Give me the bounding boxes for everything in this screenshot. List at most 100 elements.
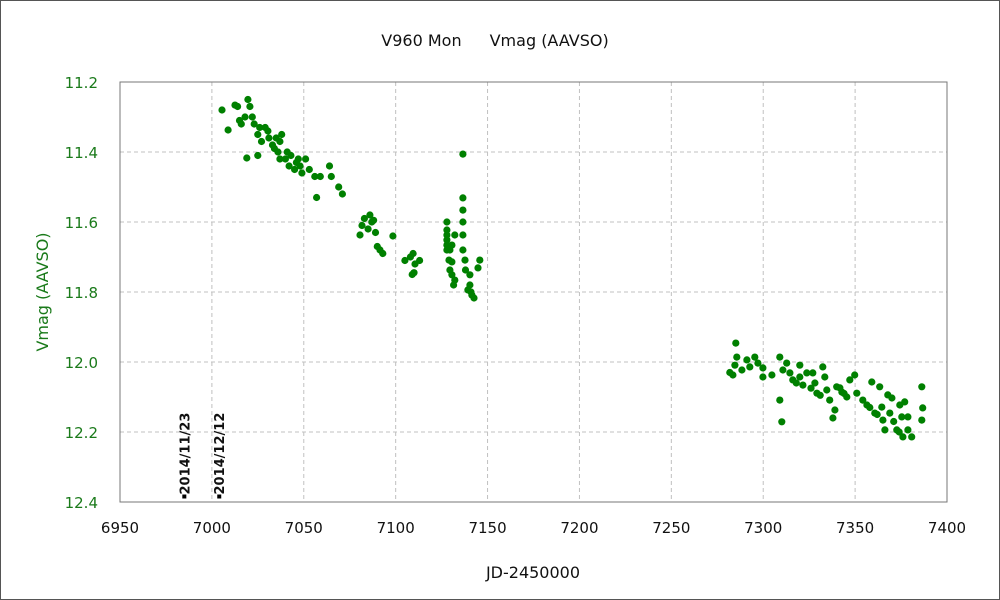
data-point [461,256,469,264]
chart-title: V960 Mon Vmag (AAVSO) [381,31,608,50]
data-point [895,428,903,436]
plot-area-border [119,81,948,503]
data-point [335,183,343,191]
data-point [401,256,409,265]
data-point [459,206,467,214]
y-tick-label: 12.4 [65,494,98,512]
data-point [379,249,387,258]
data-point [450,281,458,289]
data-point [476,256,484,264]
data-point [338,190,346,198]
data-point [746,363,754,371]
data-point [370,216,378,224]
data-point [287,151,295,160]
data-point [448,271,456,279]
data-point [811,379,819,387]
data-point [285,162,293,170]
data-point [470,294,478,302]
data-point [918,416,926,424]
data-point [879,416,887,424]
data-point [224,126,232,134]
data-point [364,225,372,233]
data-point [296,162,304,170]
data-point [443,226,451,234]
data-point [899,433,907,441]
data-point [448,241,456,249]
data-point [305,165,313,174]
data-point [783,359,791,367]
data-point [264,127,272,135]
annotation-marker [217,494,222,499]
data-point [868,378,876,386]
data-point [898,413,906,421]
data-point [881,426,889,434]
x-tick-label: 7250 [652,519,690,537]
data-point [807,384,815,392]
data-point [729,371,737,379]
y-tick-label: 11.8 [65,284,98,302]
data-point [918,383,926,391]
x-tick-label: 7100 [377,519,415,537]
x-tick-label: 7350 [836,519,874,537]
x-tick-label: 6950 [101,519,139,537]
data-point [819,363,827,371]
data-point [410,269,418,277]
data-point [316,172,324,181]
data-point [276,137,284,146]
data-point [409,249,417,258]
data-point [467,288,475,296]
data-point [294,155,302,163]
data-point [743,356,751,364]
data-point [254,151,262,160]
data-point [821,373,829,381]
data-point [908,433,916,441]
data-point [466,271,474,279]
data-point [901,398,909,406]
data-point [237,120,245,128]
data-point [416,256,424,265]
data-point [327,172,335,181]
x-tick-label: 7400 [928,519,966,537]
data-point [459,218,467,226]
title-band: Vmag (AAVSO) [490,31,609,50]
title-star: V960 Mon [381,31,461,50]
data-point [776,396,784,404]
x-tick-label: 7300 [744,519,782,537]
data-point [234,102,242,111]
data-point [256,123,264,132]
data-point [751,353,759,361]
data-point [876,383,884,391]
data-point [779,366,787,374]
data-point [733,353,741,361]
y-tick-label: 11.4 [65,144,98,162]
data-point [886,409,894,417]
data-point [759,364,767,372]
data-point [878,403,886,411]
data-point [731,361,739,369]
x-axis-label: JD-2450000 [485,563,580,582]
data-point [443,236,451,244]
data-point [759,373,767,381]
data-point [241,113,249,121]
data-point [451,231,459,239]
data-point [459,231,467,239]
data-point [274,148,282,156]
y-tick-label: 12.0 [65,354,98,372]
data-point [809,369,817,377]
annotation-label: 2014/11/23 [178,413,193,495]
data-point [244,95,252,104]
data-point [831,406,839,414]
data-point [243,154,251,162]
data-point [298,169,306,177]
data-point [904,426,912,434]
data-point [846,376,854,384]
data-point [853,389,861,397]
x-tick-label: 7000 [193,519,231,537]
annotation-marker [182,494,187,499]
data-point [371,228,380,237]
data-point [796,373,804,381]
data-point [873,410,881,419]
data-point [866,403,874,412]
y-axis-label: Vmag (AAVSO) [33,232,52,351]
